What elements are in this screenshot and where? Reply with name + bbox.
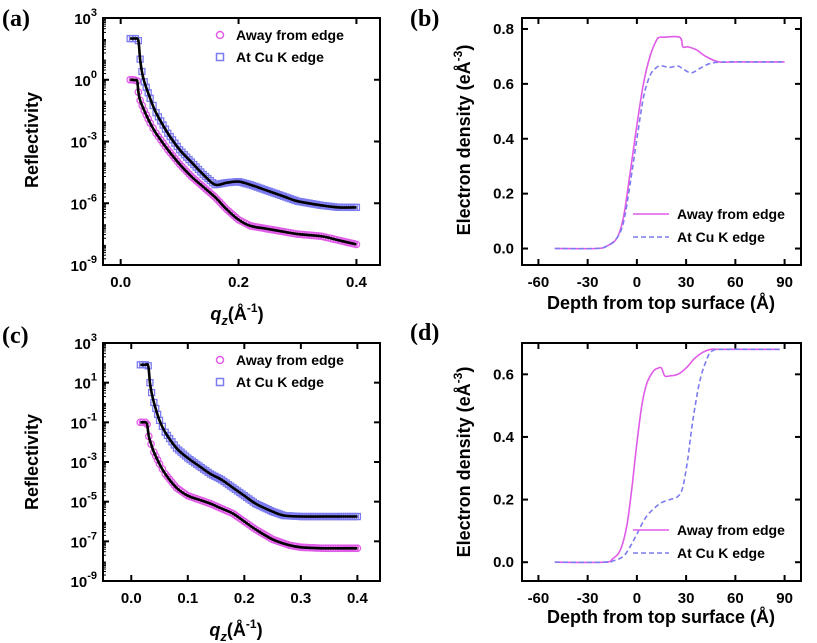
x-tick-label: 0.2 [234,590,255,607]
x-axis-label: Depth from top surface (Å) [547,293,775,313]
panel-b: (b) -60 -30 0 30 60 90 0.0 0.2 0.4 0.6 0.8 Depth fro… [410,6,802,313]
fit-line [130,37,357,209]
y-tick-label: 0.0 [493,241,514,258]
legend-label: At Cu K edge [677,545,765,561]
x-tick-label: 0 [633,274,641,291]
y-tick-label: 10-3 [71,451,97,472]
legend-marker [215,355,225,365]
x-tick-label: 30 [678,590,695,607]
y-tick-label: 0.6 [493,76,514,93]
plot-frame [521,17,802,266]
y-tick-label: 0.2 [493,492,514,509]
legend-label: Away from edge [677,206,785,222]
legend-label: Away from edge [236,352,344,368]
x-tick-label: 0.1 [177,590,198,607]
data-point [227,209,236,218]
panel-label: (d) [410,320,439,346]
x-tick-label: -60 [528,590,550,607]
x-tick-label: 0.0 [110,274,131,291]
x-tick-label: 0.3 [290,590,311,607]
data-point [189,174,198,183]
panel-c: (c) 0.0 0.1 0.2 0.3 0.4 10-9 10-7 10-5 10-3 10-1 10… [2,323,381,643]
data-point [208,191,217,199]
data-point [179,450,187,458]
y-tick-label: 10-9 [71,570,97,591]
y-tick-label: 103 [74,7,97,28]
data-point [204,187,212,195]
legend-marker [215,52,225,62]
data-point [192,176,200,185]
y-tick-label: 0.4 [493,429,515,446]
legend-marker [215,30,225,40]
legend-label: At Cu K edge [677,229,765,245]
panel-label: (a) [2,6,30,32]
y-axis-label: Electron density (eÅ-3) [451,45,474,236]
y-tick-label: 10-3 [71,131,97,152]
data-point [172,444,181,452]
x-tick-label: 0.4 [347,590,369,607]
fit-line [140,362,358,518]
fit-line [130,78,357,246]
y-tick-label: 10-1 [71,411,97,432]
y-tick-label: 0.2 [493,186,514,203]
legend-label: Away from edge [677,522,785,538]
x-tick-label: 30 [678,274,695,291]
panel-d: (d) -60 -30 0 30 60 90 0.0 0.2 0.4 0.6 Depth from t… [410,320,802,627]
y-tick-label: 103 [74,332,97,353]
data-point [177,448,185,456]
x-tick-label: 0.4 [346,274,368,291]
y-tick-label: 10-5 [71,491,97,512]
solid-line [554,348,780,564]
y-axis-label: Electron density (eÅ-3) [451,367,474,558]
fit-line [140,420,358,550]
x-axis-label: qz(Å-1) [209,617,262,643]
data-point [175,446,183,454]
legend-label: At Cu K edge [236,49,324,65]
x-axis-label: Depth from top surface (Å) [547,607,775,627]
y-tick-label: 0.0 [493,554,514,571]
legend-label: Away from edge [236,27,344,43]
x-tick-label: 0 [633,590,641,607]
plot-frame [521,342,802,582]
x-tick-label: -60 [528,274,550,291]
data-point [229,211,238,220]
x-tick-label: 90 [776,590,793,607]
data-point [225,207,233,216]
panel-a: (a) 0.0 0.2 0.4 10-9 10-6 10-3 100 103 qz(Å-1) Ref… [2,6,381,328]
panel-label: (c) [2,323,29,349]
x-tick-label: 0.2 [228,274,249,291]
y-tick-label: 10-6 [71,192,97,213]
x-tick-label: -30 [577,274,599,291]
data-point [194,178,203,187]
y-tick-label: 101 [74,372,97,393]
y-axis-label: Reflectivity [22,92,42,188]
y-tick-label: 10-9 [71,254,97,275]
y-axis-label: Reflectivity [22,414,42,510]
dashed-line [554,61,785,250]
legend-label: At Cu K edge [236,374,324,390]
x-tick-label: 60 [727,274,744,291]
x-axis-label: qz(Å-1) [210,301,263,328]
y-tick-label: 100 [74,69,97,90]
data-point [196,180,205,189]
y-tick-label: 0.8 [493,21,514,38]
data-point [199,182,208,191]
solid-line [554,35,785,250]
x-tick-label: 90 [776,274,793,291]
y-tick-label: 10-7 [71,530,97,551]
y-tick-label: 0.4 [493,131,515,148]
x-tick-label: -30 [577,590,599,607]
x-tick-label: 0.0 [121,590,142,607]
panel-label: (b) [410,6,439,32]
legend-marker [215,377,225,387]
data-point [222,205,231,214]
data-point [187,172,196,181]
x-tick-label: 60 [727,590,744,607]
data-point [206,189,215,197]
y-tick-label: 0.6 [493,366,514,383]
dashed-line [554,348,780,564]
data-point [201,184,210,193]
